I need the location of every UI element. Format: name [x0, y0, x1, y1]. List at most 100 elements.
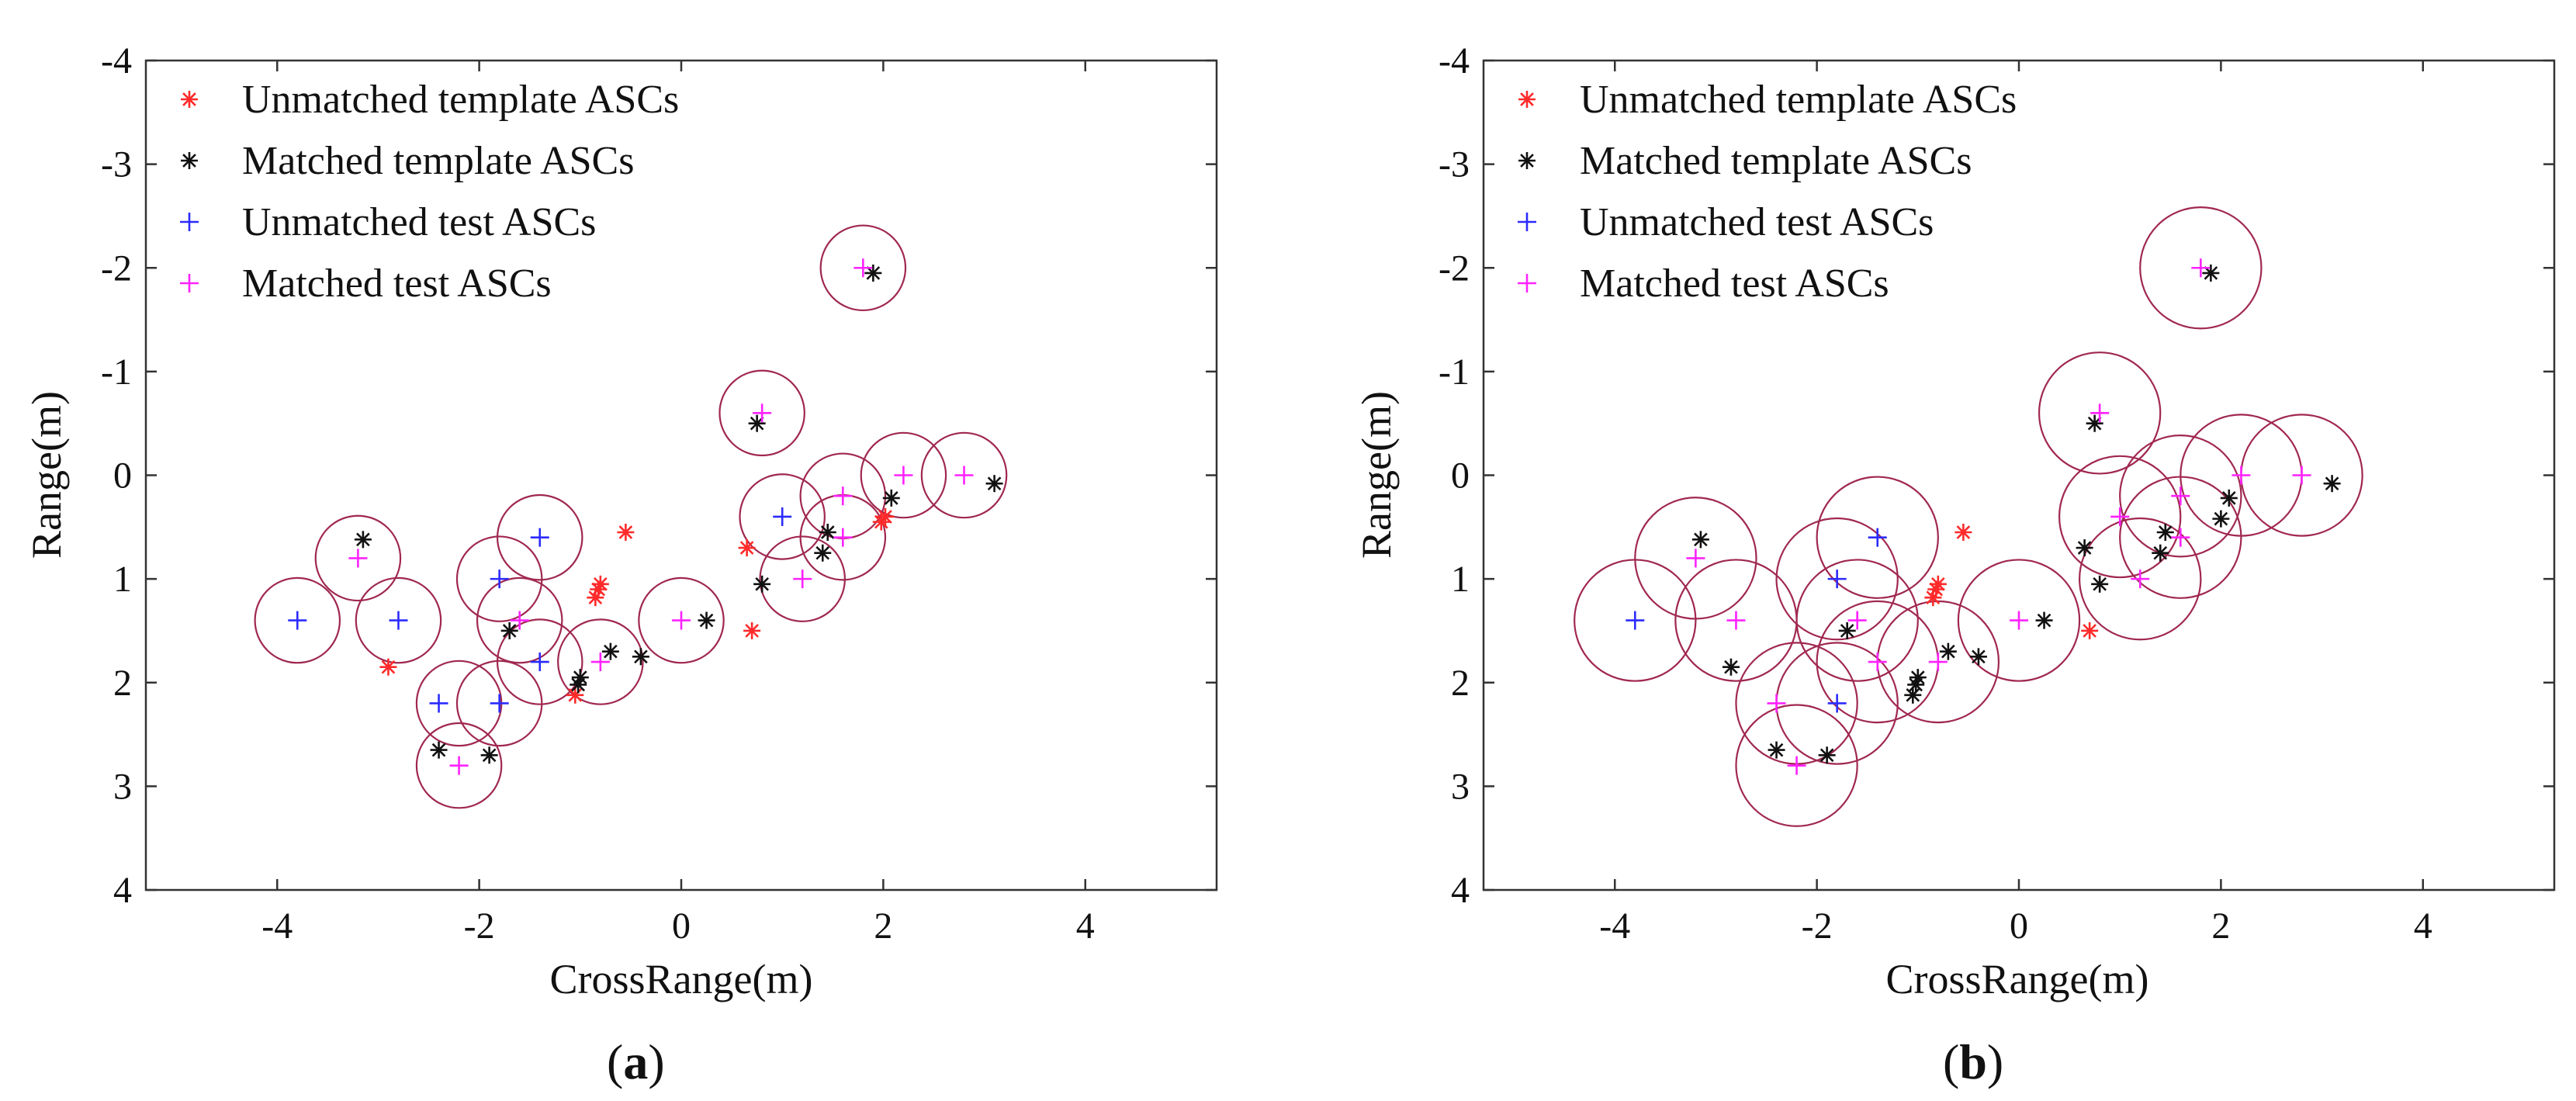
- x-tick-label: 0: [2010, 905, 2028, 947]
- matched-template-point: [2323, 475, 2341, 493]
- matched-test-point: [954, 466, 974, 485]
- y-axis-title: Range(m): [1353, 391, 1400, 559]
- unmatched-template-point: [1955, 523, 1972, 541]
- matched-template-point: [1904, 686, 1922, 704]
- y-tick-label: 1: [113, 559, 132, 600]
- matched-test-point: [510, 611, 529, 630]
- matched-template-point: [1939, 642, 1957, 660]
- y-tick-label: -2: [101, 248, 132, 289]
- unmatched-test-point: [288, 611, 307, 630]
- x-tick-label: 0: [672, 905, 691, 947]
- x-tick-label: 4: [2414, 905, 2432, 947]
- x-tick-label: 2: [2211, 905, 2230, 947]
- unmatched-test-point: [773, 507, 792, 526]
- matched-template-point: [354, 531, 372, 549]
- y-tick-label: 3: [1451, 766, 1470, 807]
- matched-test-point: [1928, 653, 1948, 672]
- marker-stroke: [2153, 545, 2168, 560]
- legend-marker: [180, 274, 199, 293]
- matched-template-point: [480, 746, 498, 764]
- unmatched-test-point: [530, 528, 549, 547]
- marker-stroke: [618, 525, 633, 539]
- marker-stroke: [573, 670, 587, 684]
- panel-a: -4 -2 0 2 4 -4 -3 -2 -1 0 1 2 3 4 CrossRange(m) Range…: [23, 40, 1218, 1089]
- matched-test-point: [2231, 466, 2251, 485]
- matched-template-point: [2202, 264, 2220, 282]
- legend-entry-label: Unmatched template ASCs: [242, 78, 679, 122]
- marker-stroke: [588, 590, 603, 605]
- legend-entry-label: Matched test ASCs: [1580, 261, 1889, 306]
- match-circle: [819, 224, 907, 312]
- match-circle: [2079, 517, 2202, 641]
- matched-test-point: [2110, 507, 2130, 526]
- match-circle: [1816, 476, 1939, 599]
- legend-entry-label: Matched template ASCs: [1580, 139, 1972, 183]
- match-circle: [2038, 351, 2162, 475]
- matched-test-point: [2090, 403, 2110, 423]
- marker-stroke: [2093, 576, 2107, 591]
- matched-test-point: [793, 570, 812, 589]
- plot-area: [1574, 206, 2363, 827]
- match-circle: [455, 535, 543, 622]
- y-tick-label: -2: [1439, 248, 1470, 289]
- matched-test-point: [1847, 611, 1867, 630]
- match-circle: [355, 576, 442, 664]
- match-circle: [455, 660, 543, 747]
- y-tick-label: -3: [1439, 144, 1470, 185]
- marker-stroke: [1724, 660, 1738, 674]
- matched-test-point: [1686, 549, 1705, 568]
- match-circle: [1957, 559, 2081, 682]
- marker-stroke: [2204, 266, 2218, 280]
- unmatched-template-point: [876, 507, 894, 525]
- marker-stroke: [2158, 525, 2173, 539]
- matched-test-point: [348, 549, 368, 568]
- marker-stroke: [2083, 624, 2096, 638]
- matched-template-point: [1969, 648, 1987, 666]
- match-circle: [860, 431, 947, 519]
- x-tick-label: -4: [1599, 905, 1630, 947]
- panel-label-b: (b): [1943, 1034, 2003, 1089]
- marker-stroke: [884, 491, 898, 505]
- legend-entry-label: Unmatched test ASCs: [1580, 200, 1934, 244]
- y-tick-label: 0: [113, 455, 132, 497]
- matched-template-point: [864, 264, 882, 282]
- legend-marker: [1518, 91, 1536, 108]
- match-circle: [496, 493, 583, 581]
- marker-stroke: [634, 649, 648, 664]
- match-circle: [1795, 559, 1919, 682]
- matched-template-point: [571, 669, 589, 687]
- legend-entry-label: Unmatched template ASCs: [1580, 78, 2017, 122]
- legend-entry-label: Matched template ASCs: [242, 139, 634, 183]
- marker-stroke: [878, 510, 892, 524]
- matched-template-point: [430, 741, 448, 759]
- legend-marker: [181, 91, 198, 108]
- match-circle: [718, 369, 805, 457]
- x-axis-title: CrossRange(m): [1886, 956, 2149, 1002]
- marker-stroke: [502, 624, 517, 638]
- unmatched-test-point: [1868, 528, 1887, 547]
- match-circle: [415, 660, 503, 747]
- legend: Unmatched template ASCs Matched template …: [1518, 78, 2017, 306]
- marker-stroke: [1769, 743, 1784, 757]
- matched-test-point: [590, 653, 610, 672]
- matched-test-point: [2171, 486, 2190, 506]
- marker-stroke: [820, 525, 835, 539]
- match-circle: [759, 535, 847, 622]
- marker-stroke: [1520, 154, 1534, 168]
- match-circle: [415, 722, 503, 809]
- matched-template-point: [985, 475, 1003, 493]
- unmatched-test-point: [1626, 611, 1645, 630]
- matched-test-point: [449, 756, 469, 775]
- axis-ticks: -4 -2 0 2 4 -4 -3 -2 -1 0 1 2 3 4: [101, 40, 1217, 947]
- y-tick-label: -3: [101, 144, 132, 185]
- unmatched-template-point: [2081, 621, 2099, 639]
- matched-template-point: [1818, 746, 1836, 764]
- unmatched-test-point: [1827, 570, 1847, 589]
- match-circle: [2119, 435, 2242, 558]
- legend-marker: [1518, 152, 1536, 169]
- y-tick-label: -1: [101, 351, 132, 393]
- plot-frame: [144, 59, 1218, 892]
- plot-frame: [1482, 59, 2556, 892]
- matched-template-point: [1909, 669, 1927, 687]
